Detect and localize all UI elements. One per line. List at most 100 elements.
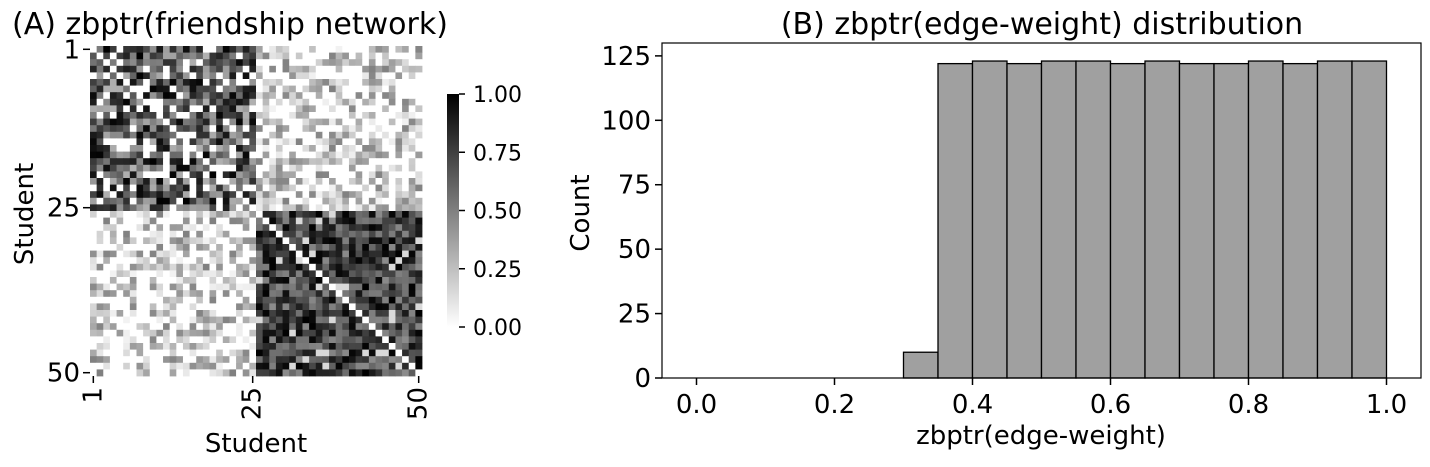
heatmap-cell	[249, 211, 257, 218]
heatmap-cell	[315, 296, 323, 304]
heatmap-cell	[189, 230, 197, 238]
heatmap-cell	[335, 171, 343, 179]
heatmap-cell	[163, 151, 171, 159]
heatmap-cell	[229, 85, 237, 93]
heatmap-cell	[382, 336, 390, 344]
heatmap-cell	[249, 197, 257, 205]
heatmap-cell	[368, 85, 376, 93]
heatmap-cell	[335, 92, 343, 100]
heatmap-cell	[375, 145, 383, 152]
heatmap-cell	[388, 46, 396, 53]
heatmap-cell	[96, 164, 104, 172]
heatmap-cell	[202, 257, 210, 265]
heatmap-cell	[382, 52, 390, 60]
heatmap-cell	[335, 356, 343, 364]
heatmap-cell	[269, 244, 277, 251]
heatmap-cell	[129, 270, 137, 278]
heatmap-cell	[368, 138, 376, 146]
heatmap-cell	[335, 283, 343, 291]
heatmap-cell	[348, 92, 356, 100]
heatmap-cell	[282, 138, 290, 146]
heatmap-cell	[395, 145, 403, 152]
heatmap-cell	[229, 59, 237, 67]
heatmap-cell	[342, 191, 350, 199]
heatmap-cell	[368, 178, 376, 185]
histogram-x-tick-label: 1.0	[1366, 390, 1407, 420]
heatmap-cell	[196, 343, 204, 350]
heatmap-cell	[415, 277, 423, 284]
heatmap-cell	[176, 323, 184, 331]
heatmap-cell	[362, 138, 370, 146]
heatmap-cell	[408, 138, 416, 146]
heatmap-cell	[309, 283, 317, 291]
heatmap-cell	[189, 343, 197, 350]
heatmap-cell	[216, 250, 224, 258]
heatmap-cell	[275, 85, 283, 93]
heatmap-cell	[388, 250, 396, 258]
heatmap-cell	[109, 310, 117, 317]
heatmap-cell	[196, 98, 204, 106]
heatmap-cell	[249, 316, 257, 324]
heatmap-cell	[249, 92, 257, 100]
heatmap-cell	[249, 118, 257, 126]
heatmap-cell	[143, 303, 151, 311]
heatmap-cell	[309, 46, 317, 53]
heatmap-cell	[375, 112, 383, 119]
heatmap-cell	[229, 277, 237, 284]
heatmap-cell	[368, 197, 376, 205]
heatmap-cell	[348, 283, 356, 291]
heatmap-cell	[129, 85, 137, 93]
heatmap-title: (A) zbptr(friendship network)	[12, 7, 448, 42]
heatmap-cell	[156, 178, 164, 185]
heatmap-cell	[269, 270, 277, 278]
heatmap-cell	[129, 98, 137, 106]
heatmap-cell	[275, 171, 283, 179]
heatmap-cell	[189, 65, 197, 73]
heatmap-cell	[96, 257, 104, 265]
heatmap-cell	[182, 171, 190, 179]
heatmap-cell	[236, 329, 244, 337]
heatmap-cell	[216, 362, 224, 370]
heatmap-cell	[182, 92, 190, 100]
heatmap-cell	[315, 217, 323, 225]
heatmap-cell	[242, 52, 250, 60]
heatmap-cell	[123, 316, 131, 324]
heatmap-cell	[116, 217, 124, 225]
heatmap-cell	[256, 191, 264, 199]
heatmap-cell	[216, 230, 224, 238]
histogram-y-tick-label: 100	[601, 106, 651, 136]
heatmap-cell	[262, 59, 270, 67]
heatmap-cell	[123, 230, 131, 238]
heatmap-cell	[143, 131, 151, 139]
heatmap-cell	[242, 290, 250, 298]
heatmap-cell	[402, 283, 410, 291]
heatmap-cell	[136, 197, 144, 205]
heatmap-cell	[149, 349, 157, 357]
heatmap-cell	[123, 118, 131, 126]
colorbar-tick-label: 0.50	[473, 200, 522, 225]
heatmap-cell	[309, 237, 317, 245]
heatmap-cell	[90, 217, 98, 225]
heatmap-cell	[269, 329, 277, 337]
heatmap-cell	[368, 217, 376, 225]
heatmap-cell	[368, 158, 376, 166]
heatmap-cell	[176, 356, 184, 364]
heatmap-cell	[143, 204, 151, 212]
heatmap-cell	[315, 356, 323, 364]
heatmap-cell	[196, 323, 204, 331]
heatmap-cell	[169, 257, 177, 265]
heatmap-cell	[415, 118, 423, 126]
heatmap-cell	[269, 336, 277, 344]
heatmap-cell	[202, 362, 210, 370]
heatmap-cell	[236, 270, 244, 278]
heatmap-cell	[322, 112, 330, 119]
colorbar-ticks: 0.000.250.500.751.00	[459, 83, 522, 341]
heatmap-cell	[262, 65, 270, 73]
heatmap-cell	[109, 158, 117, 166]
heatmap-cell	[282, 336, 290, 344]
heatmap-cell	[395, 65, 403, 73]
heatmap-cell	[342, 336, 350, 344]
heatmap-cell	[109, 171, 117, 179]
heatmap-cell	[229, 237, 237, 245]
heatmap-cell	[322, 125, 330, 133]
